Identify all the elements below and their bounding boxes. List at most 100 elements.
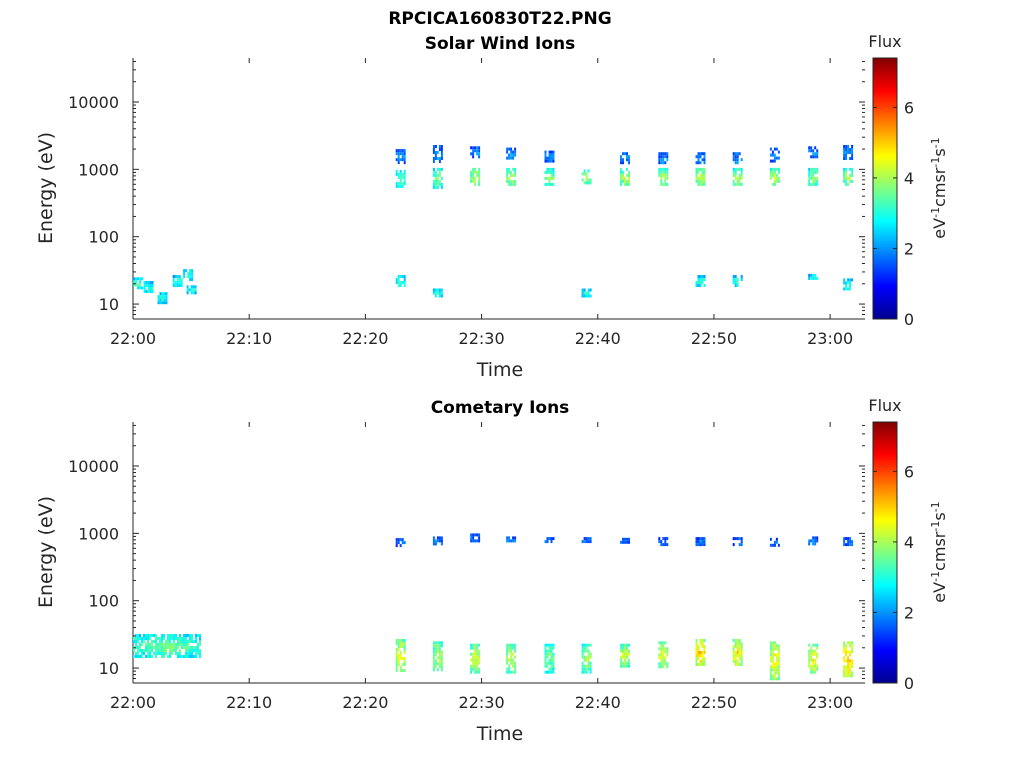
data-cluster xyxy=(732,152,743,165)
x-tick-label: 22:40 xyxy=(575,329,621,348)
data-cluster xyxy=(172,275,183,287)
data-cluster xyxy=(395,169,406,188)
panel-cometary-ions: Cometary Ions 22:00 22:10 22:20 22:30 22:40 2… xyxy=(35,396,949,745)
y-axis: 10 100 1000 10000 xyxy=(68,424,865,684)
data-cluster xyxy=(432,536,443,546)
colorbar-tick-label: 6 xyxy=(904,98,914,117)
data-cluster xyxy=(133,277,144,290)
data-cluster xyxy=(658,167,669,186)
x-tick-label: 23:00 xyxy=(807,329,853,348)
data-cluster xyxy=(620,643,630,668)
data-cluster xyxy=(843,537,854,547)
y-tick-label: 10000 xyxy=(68,457,119,476)
colorbar-gradient xyxy=(872,57,898,320)
x-axis: 22:00 22:10 22:20 22:30 22:40 22:50 23:00 xyxy=(110,422,853,712)
data-cluster xyxy=(506,643,517,674)
data-cluster xyxy=(581,169,592,185)
colorbar-tick-label: 4 xyxy=(904,169,914,188)
y-axis-label: Energy (eV) xyxy=(35,132,57,244)
data-cluster xyxy=(395,538,406,548)
data-cluster xyxy=(183,269,194,282)
data-cluster xyxy=(186,285,197,295)
x-axis-label: Time xyxy=(476,723,524,745)
data-cluster xyxy=(432,641,443,672)
data-cluster xyxy=(695,537,706,547)
data-cluster xyxy=(843,278,854,291)
y-tick-label: 10 xyxy=(99,295,119,314)
data-cluster xyxy=(658,537,669,547)
data-cluster xyxy=(133,634,201,658)
data-cluster xyxy=(843,167,854,186)
x-tick-label: 22:40 xyxy=(575,693,621,712)
x-tick-label: 22:50 xyxy=(691,693,737,712)
data-cluster xyxy=(470,533,481,543)
colorbar: 0 2 4 6 xyxy=(872,57,914,329)
spectrogram-plot xyxy=(132,422,865,684)
colorbar-label: eV-1cmsr-1s-1 xyxy=(929,137,950,238)
data-cluster xyxy=(506,167,517,186)
data-cluster xyxy=(544,167,555,186)
data-cluster xyxy=(432,288,443,298)
colorbar-tick-label: 0 xyxy=(904,674,914,693)
data-cluster xyxy=(732,639,743,666)
x-axis-label: Time xyxy=(476,359,524,381)
x-tick-label: 22:30 xyxy=(459,693,505,712)
x-tick-label: 22:10 xyxy=(226,329,272,348)
figure-title: RPCICA160830T22.PNG xyxy=(388,9,611,29)
y-tick-label: 10 xyxy=(99,659,119,678)
data-cluster xyxy=(544,537,555,544)
data-cluster xyxy=(620,537,630,544)
data-cluster xyxy=(470,146,481,159)
spectrogram-plot xyxy=(132,58,865,320)
data-cluster xyxy=(432,167,443,189)
data-cluster xyxy=(395,275,406,287)
x-tick-label: 22:30 xyxy=(459,329,505,348)
data-cluster xyxy=(808,167,819,186)
data-cluster xyxy=(695,167,706,186)
y-tick-label: 100 xyxy=(88,592,119,611)
x-tick-label: 22:50 xyxy=(691,329,737,348)
data-cluster xyxy=(143,281,154,293)
y-tick-label: 1000 xyxy=(78,524,119,543)
data-cluster xyxy=(658,152,669,165)
data-cluster xyxy=(732,537,743,547)
x-tick-label: 22:10 xyxy=(226,693,272,712)
data-cluster xyxy=(732,167,743,186)
data-cluster xyxy=(843,145,854,160)
colorbar-tick-label: 2 xyxy=(904,239,914,258)
data-cluster xyxy=(769,167,780,186)
colorbar-tick-label: 2 xyxy=(904,603,914,622)
colorbar-tick-label: 0 xyxy=(904,310,914,329)
colorbar-tick-label: 6 xyxy=(904,462,914,481)
data-cluster xyxy=(808,643,819,674)
colorbar-gradient xyxy=(872,421,898,684)
x-tick-label: 22:20 xyxy=(342,693,388,712)
y-axis-label: Energy (eV) xyxy=(35,496,57,608)
data-cluster xyxy=(506,147,517,160)
colorbar-title: Flux xyxy=(868,32,901,51)
data-cluster xyxy=(544,150,555,163)
x-tick-label: 22:00 xyxy=(110,693,156,712)
colorbar-label: eV-1cmsr-1s-1 xyxy=(929,501,950,602)
colorbar-title: Flux xyxy=(868,396,901,415)
data-cluster xyxy=(395,149,406,165)
x-tick-label: 22:20 xyxy=(342,329,388,348)
panel-title: Cometary Ions xyxy=(431,398,570,418)
data-cluster xyxy=(732,275,743,287)
colorbar-tick-label: 4 xyxy=(904,533,914,552)
data-cluster xyxy=(157,292,168,305)
data-cluster xyxy=(769,147,780,163)
data-cluster xyxy=(470,643,481,674)
data-cluster xyxy=(581,537,592,544)
data-cluster xyxy=(843,641,854,678)
colorbar: 0 2 4 6 xyxy=(872,421,914,693)
data-cluster xyxy=(808,146,819,159)
x-tick-label: 23:00 xyxy=(807,693,853,712)
data-cluster xyxy=(808,273,819,280)
data-cluster xyxy=(808,536,819,546)
data-cluster xyxy=(506,536,517,543)
data-cluster xyxy=(695,152,706,165)
data-cluster xyxy=(620,152,630,165)
y-axis: 10 100 1000 10000 xyxy=(68,60,865,320)
